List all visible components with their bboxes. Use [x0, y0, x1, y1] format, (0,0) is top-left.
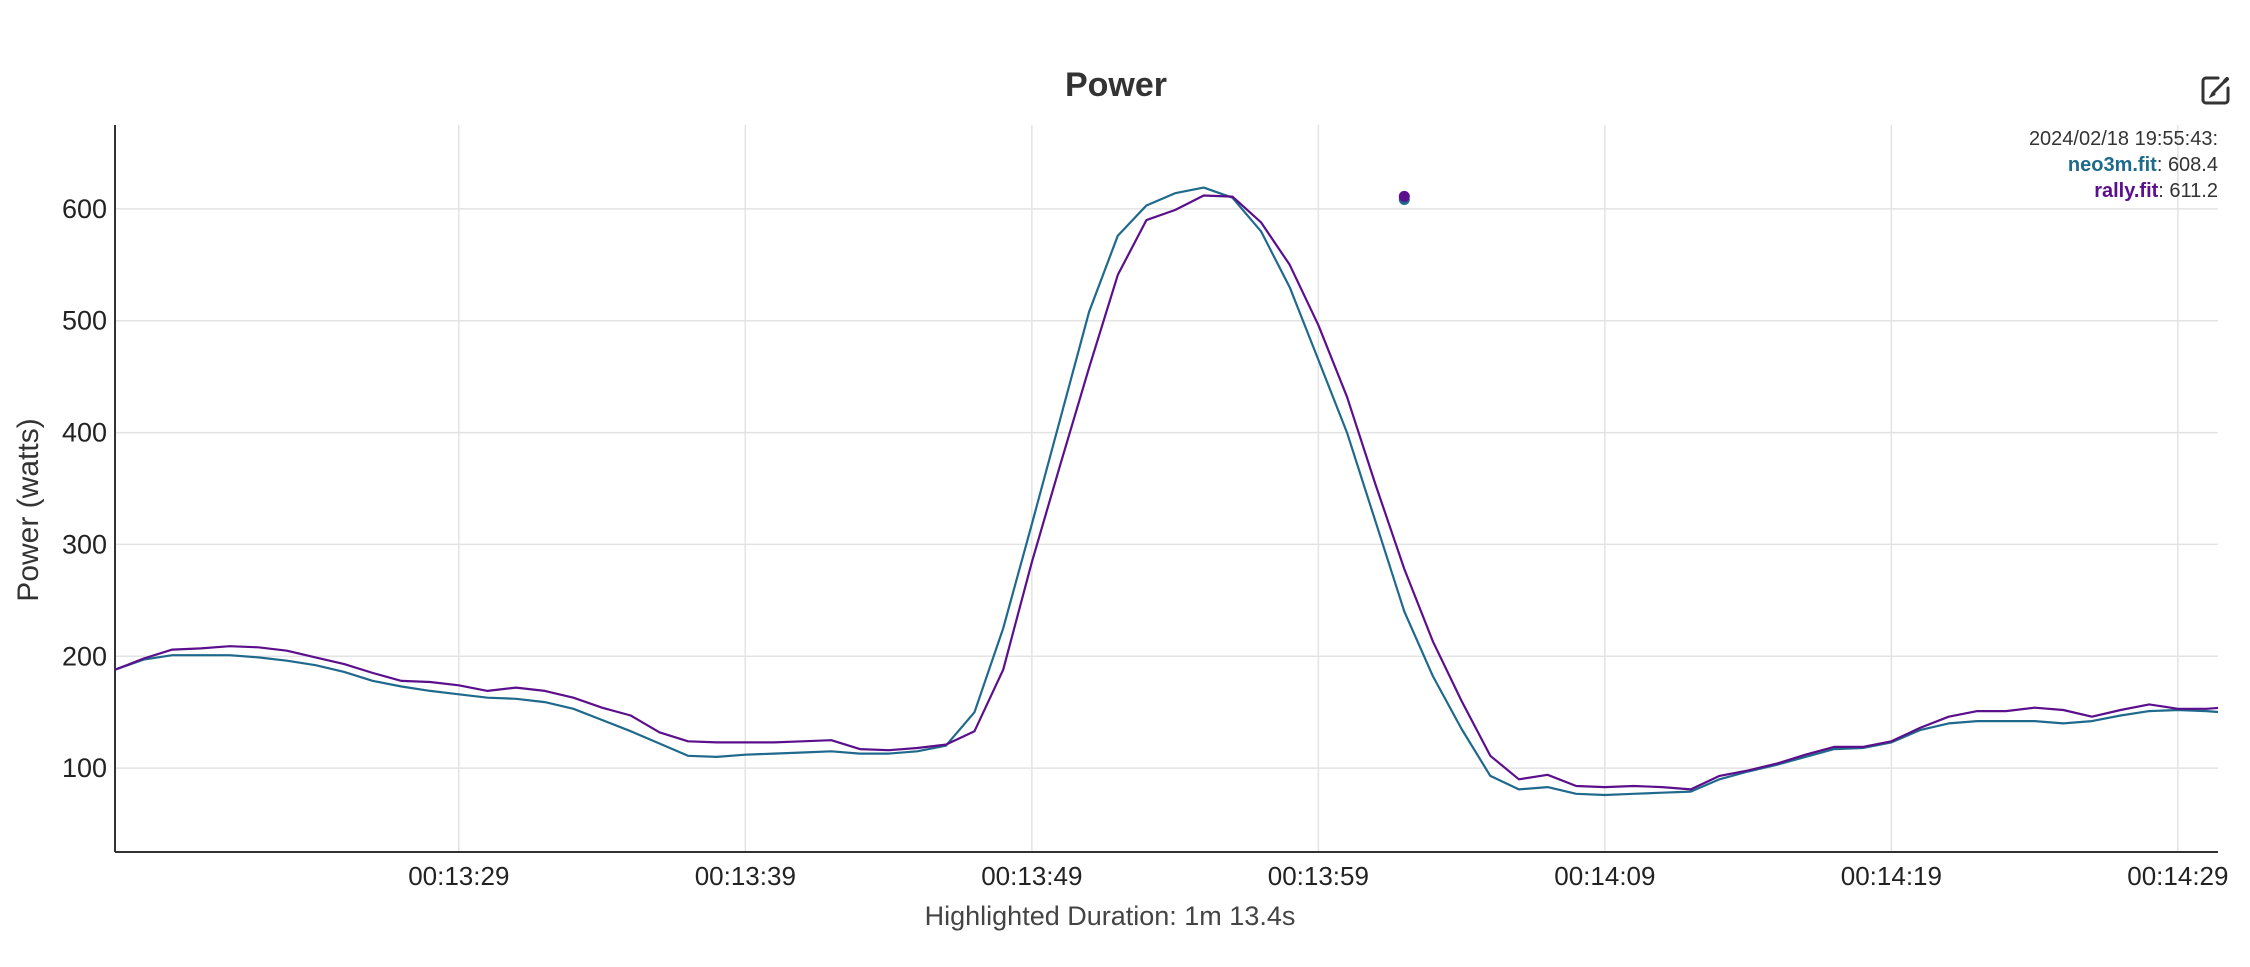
axis-layer: 100 200 300 400 500 600 00:13:29 00:13:39 00:13:… — [62, 125, 2228, 891]
tooltip-separator: : — [2157, 154, 2168, 176]
y-tick-label: 100 — [62, 753, 107, 783]
x-axis-label: Highlighted Duration: 1m 13.4s — [925, 901, 1296, 931]
tooltip-series-value: 611.2 — [2169, 180, 2218, 202]
x-tick-label: 00:14:29 — [2127, 861, 2228, 891]
series-line-neo3m-fit — [115, 186, 2218, 797]
tooltip-series-name: rally.fit — [2094, 180, 2158, 202]
marker-layer — [1398, 190, 1410, 205]
tooltip-entry-rally: rally.fit: 611.2 — [2094, 180, 2218, 202]
tooltip-series-value: 608.4 — [2168, 154, 2218, 176]
tooltip-timestamp: 2024/02/18 19:55:43: — [2029, 128, 2218, 150]
y-tick-label: 200 — [62, 641, 107, 671]
grid-layer — [115, 125, 2218, 852]
hover-marker — [1398, 190, 1410, 202]
edit-chart-button[interactable] — [2198, 72, 2234, 108]
chart-title: Power — [1065, 66, 1167, 104]
series-line-rally-fit — [115, 194, 2218, 791]
series-layer — [115, 186, 2218, 797]
x-tick-label: 00:13:39 — [695, 861, 796, 891]
x-tick-label: 00:13:29 — [408, 861, 509, 891]
edit-icon — [2201, 76, 2230, 105]
hover-tooltip: 2024/02/18 19:55:43: neo3m.fit: 608.4 ra… — [2029, 128, 2218, 202]
y-axis-label: Power (watts) — [12, 418, 45, 601]
x-tick-label: 00:14:19 — [1841, 861, 1942, 891]
x-tick-label: 00:13:49 — [981, 861, 1082, 891]
y-tick-label: 400 — [62, 418, 107, 448]
y-tick-label: 600 — [62, 194, 107, 224]
tooltip-separator: : — [2158, 180, 2169, 202]
tooltip-entry-neo3m: neo3m.fit: 608.4 — [2068, 154, 2218, 176]
tooltip-series-name: neo3m.fit — [2068, 154, 2157, 176]
y-tick-label: 500 — [62, 306, 107, 336]
y-tick-label: 300 — [62, 529, 107, 559]
x-tick-label: 00:14:09 — [1554, 861, 1655, 891]
x-tick-label: 00:13:59 — [1268, 861, 1369, 891]
